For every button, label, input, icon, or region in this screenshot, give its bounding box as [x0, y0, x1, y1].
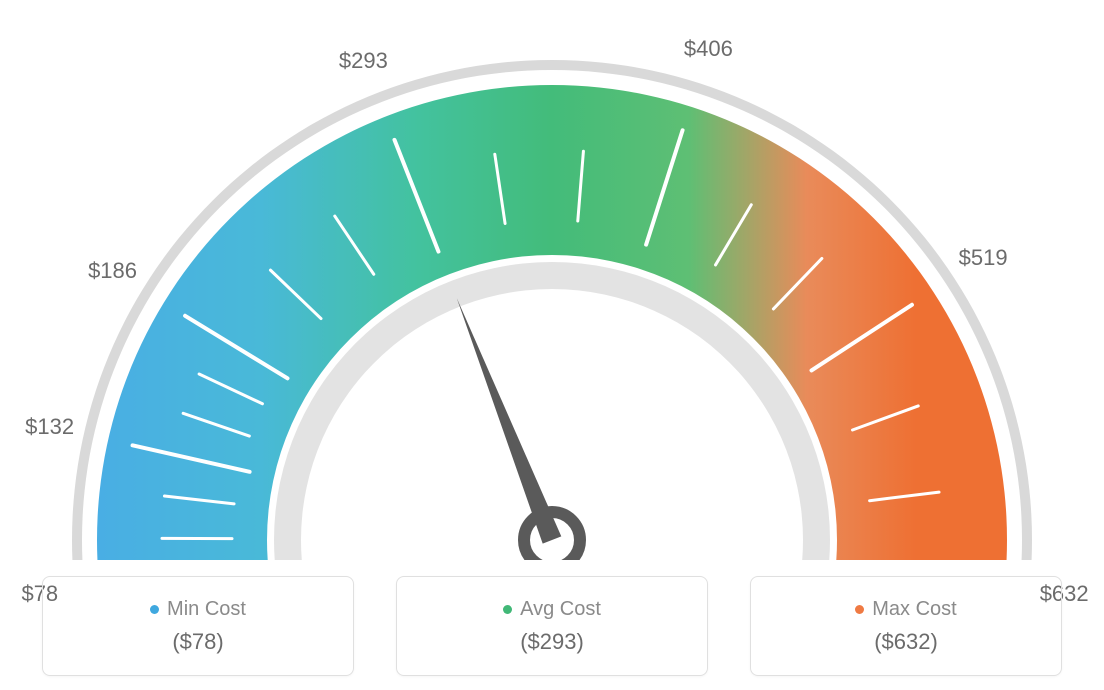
legend-value-max: ($632) — [874, 629, 938, 655]
chart-container: $78$132$186$293$406$519$632 Min Cost ($7… — [0, 0, 1104, 690]
legend-title-text-max: Max Cost — [872, 598, 956, 621]
gauge-tick-label: $132 — [25, 414, 74, 440]
legend-title-text-min: Min Cost — [167, 598, 246, 621]
legend-title-text-avg: Avg Cost — [520, 598, 601, 621]
legend-card-max: Max Cost ($632) — [750, 576, 1062, 676]
legend-dot-max — [855, 605, 864, 614]
legend-value-avg: ($293) — [520, 629, 584, 655]
gauge-area: $78$132$186$293$406$519$632 — [0, 0, 1104, 560]
legend-dot-avg — [503, 605, 512, 614]
legend-title-avg: Avg Cost — [503, 598, 601, 621]
legend-dot-min — [150, 605, 159, 614]
legend-card-avg: Avg Cost ($293) — [396, 576, 708, 676]
gauge-tick-label: $186 — [88, 258, 137, 284]
legend-value-min: ($78) — [172, 629, 223, 655]
gauge-tick-label: $293 — [339, 48, 388, 74]
legend-title-max: Max Cost — [855, 598, 956, 621]
gauge-tick-label: $519 — [959, 245, 1008, 271]
legend-row: Min Cost ($78) Avg Cost ($293) Max Cost … — [0, 576, 1104, 676]
gauge-svg — [0, 0, 1104, 560]
gauge-tick-label: $406 — [684, 36, 733, 62]
legend-title-min: Min Cost — [150, 598, 246, 621]
legend-card-min: Min Cost ($78) — [42, 576, 354, 676]
